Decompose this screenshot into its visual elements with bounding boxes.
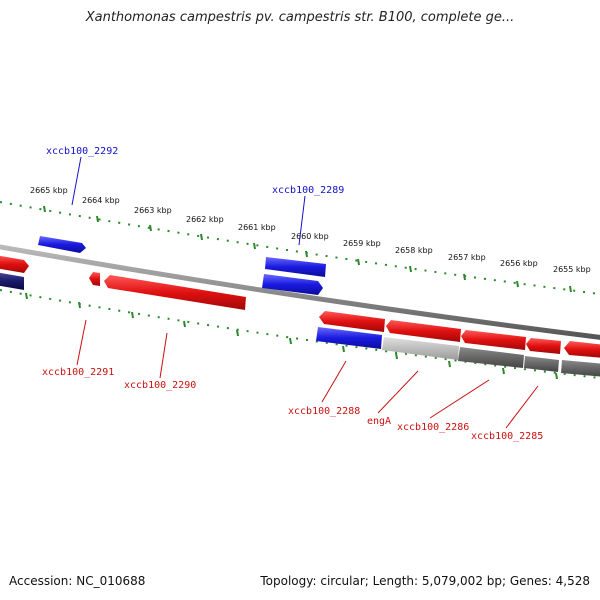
outer-major-ticks: [43, 205, 572, 293]
gene-label-xccb100-2285[interactable]: xccb100_2285: [471, 431, 543, 442]
gene-xccb100-2290[interactable]: [104, 275, 246, 310]
gene-labels: xccb100_2292 xccb100_2289 xccb100_2291 x…: [42, 146, 543, 442]
scale-label: 2659 kbp: [343, 239, 381, 248]
gene-red-2288-top[interactable]: [319, 311, 385, 332]
gene-xccb100-2291[interactable]: [89, 272, 100, 286]
scale-label: 2663 kbp: [134, 206, 172, 215]
gene-red-2287[interactable]: [386, 320, 461, 342]
gene-label-xccb100-2286[interactable]: xccb100_2286: [397, 422, 469, 433]
scale-label: 2656 kbp: [500, 259, 538, 268]
scale-label: 2657 kbp: [448, 253, 486, 262]
scale-label: 2665 kbp: [30, 186, 68, 195]
scale-label: 2658 kbp: [395, 246, 433, 255]
inner-major-ticks: [25, 292, 558, 380]
gene-xccb100-2286[interactable]: [458, 347, 524, 368]
gene-left-red-upper[interactable]: [0, 255, 29, 273]
gene-label-xccb100-2291[interactable]: xccb100_2291: [42, 367, 114, 378]
gene-xccb100-2288[interactable]: [316, 327, 382, 349]
gene-label-xccb100-2289[interactable]: xccb100_2289: [272, 185, 344, 196]
gene-label-xccb100-2292[interactable]: xccb100_2292: [46, 146, 118, 157]
gene-label-xccb100-2288[interactable]: xccb100_2288: [288, 406, 360, 417]
gene-blue-lower[interactable]: [262, 274, 323, 295]
gene-red-2286[interactable]: [461, 330, 526, 350]
scale-labels: 2665 kbp 2664 kbp 2663 kbp 2662 kbp 2661…: [30, 186, 591, 274]
gene-red-right-edge[interactable]: [564, 341, 600, 358]
scale-label: 2655 kbp: [553, 265, 591, 274]
gene-label-engA[interactable]: engA: [367, 416, 391, 427]
forward-strand-genes[interactable]: [0, 236, 326, 277]
gene-xccb100-2292[interactable]: [38, 236, 86, 253]
gene-left-navy[interactable]: [0, 272, 24, 290]
scale-label: 2664 kbp: [82, 196, 120, 205]
gene-red-2285[interactable]: [526, 338, 561, 354]
gene-engA[interactable]: [382, 337, 459, 360]
gene-xccb100-2285[interactable]: [524, 356, 559, 372]
gene-leaders: [71, 156, 539, 429]
gene-dark-right-edge[interactable]: [561, 360, 600, 377]
reverse-strand-genes[interactable]: [0, 272, 600, 377]
scale-label: 2661 kbp: [238, 223, 276, 232]
inner-scale-track: [0, 289, 600, 379]
map-title: Xanthomonas campestris pv. campestris st…: [85, 10, 515, 25]
scale-label: 2662 kbp: [186, 215, 224, 224]
gene-label-xccb100-2290[interactable]: xccb100_2290: [124, 380, 196, 391]
scale-label: 2660 kbp: [291, 232, 329, 241]
gene-xccb100-2289[interactable]: [265, 257, 326, 277]
accession-text: Accession: NC_010688: [9, 574, 146, 588]
genome-backbone: [0, 244, 600, 340]
genome-summary-text: Topology: circular; Length: 5,079,002 bp…: [260, 574, 590, 588]
